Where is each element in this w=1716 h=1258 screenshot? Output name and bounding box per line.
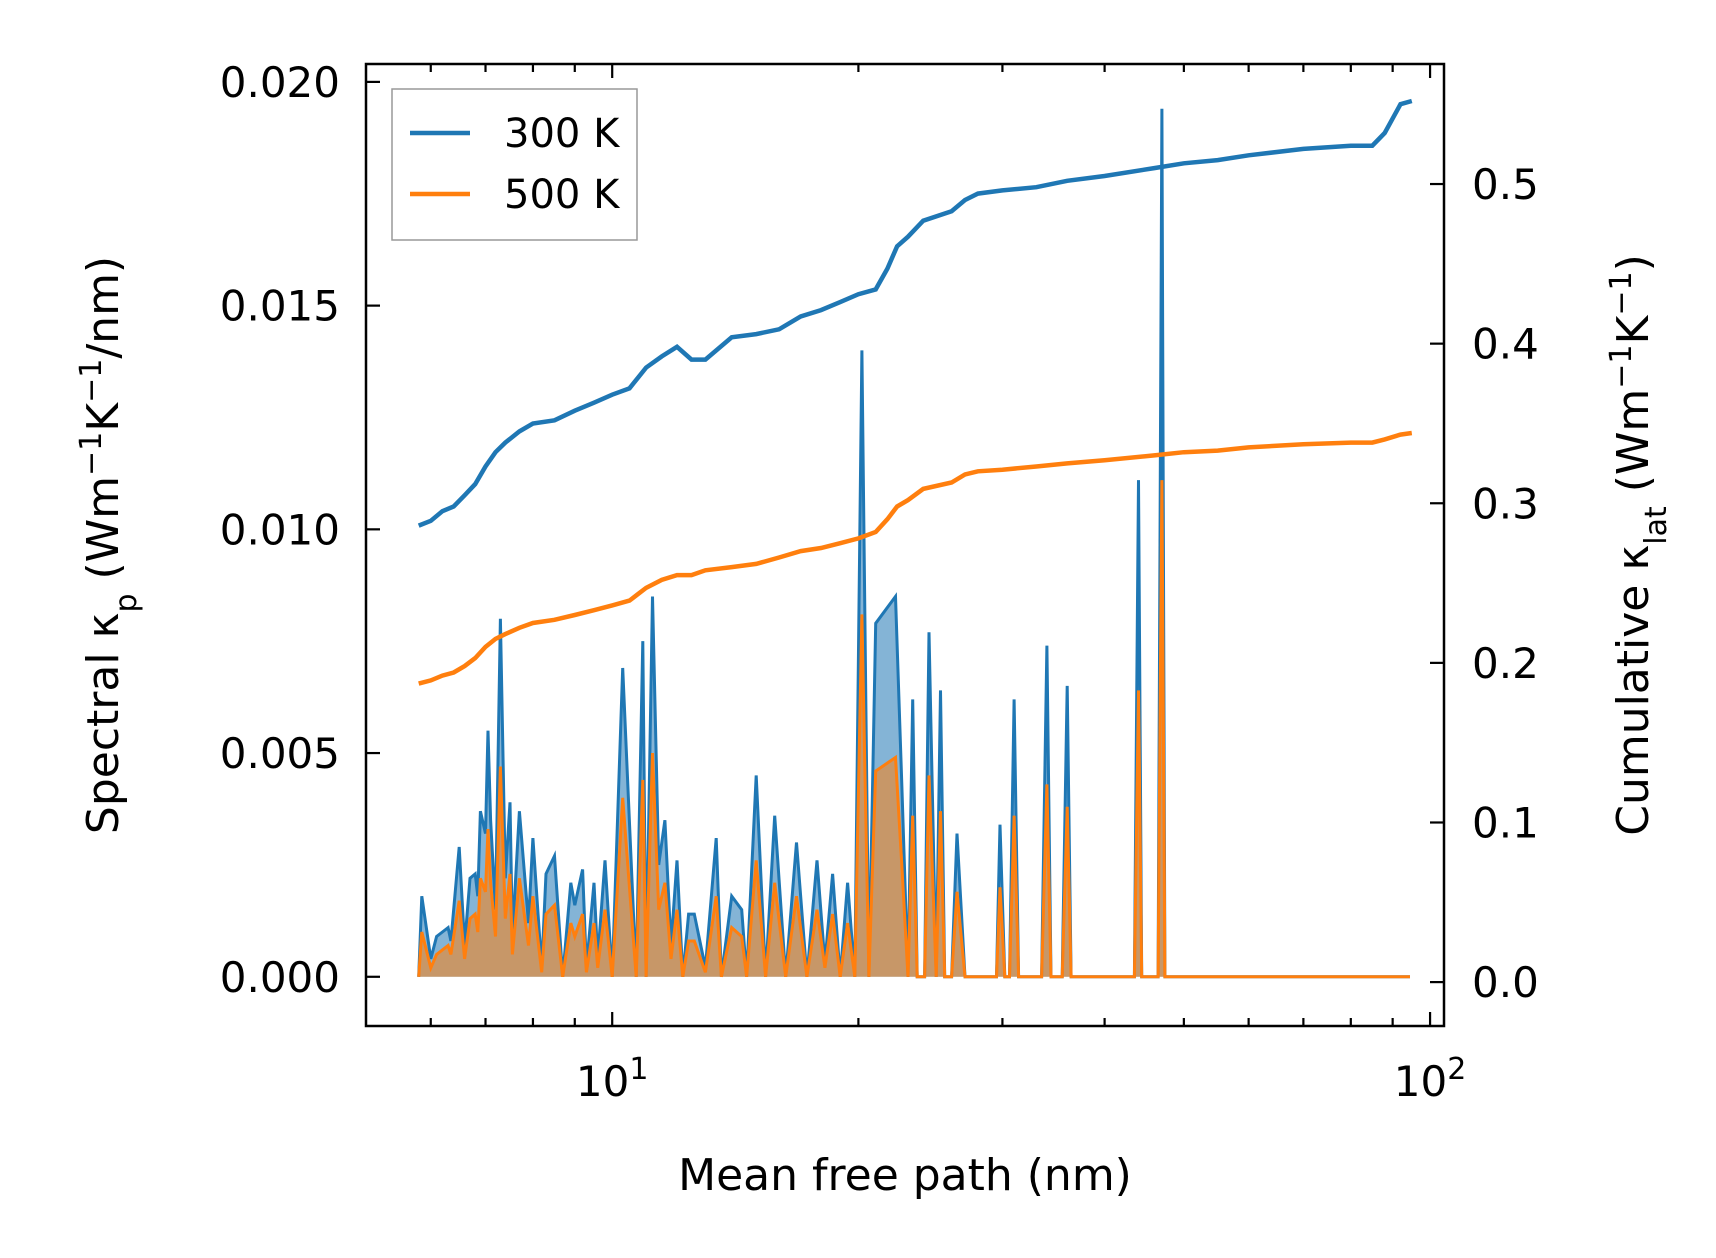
legend-box xyxy=(391,88,638,241)
y-left-tick-label: 0.015 xyxy=(220,282,340,331)
y-left-tick-label: 0.010 xyxy=(220,505,340,554)
x-axis-label: Mean free path (nm) xyxy=(678,1150,1132,1201)
x-tick-label: 101 xyxy=(576,1052,649,1107)
legend-500k-label: 500 K xyxy=(504,172,621,218)
tick-labels: 0.000 0.005 0.010 0.015 0.020 0.0 0.1 0.2 0.3 0.4… xyxy=(220,58,1539,1106)
y-axis-left-label: Spectral κp (Wm−1K−1/nm) xyxy=(74,256,144,834)
legend-300k-label: 300 K xyxy=(504,111,621,157)
cumulative-300k-line xyxy=(417,98,1413,528)
y-right-tick-label: 0.3 xyxy=(1472,479,1539,528)
y-left-tick-label: 0.000 xyxy=(220,953,340,1002)
cumulative-500k-line xyxy=(418,430,1413,686)
y-left-tick-label: 0.020 xyxy=(220,58,340,107)
plot-area xyxy=(417,98,1413,979)
x-tick-label: 102 xyxy=(1394,1052,1467,1107)
spectral-500k-line xyxy=(417,480,1410,979)
y-right-tick-label: 0.4 xyxy=(1472,320,1539,369)
y-right-tick-label: 0.5 xyxy=(1472,160,1539,209)
y-right-tick-label: 0.1 xyxy=(1472,798,1539,847)
axes-frame xyxy=(364,62,1446,1028)
y-right-tick-label: 0.0 xyxy=(1472,958,1539,1007)
y-axis-right-label: Cumulative κlat (Wm−1K−1) xyxy=(1604,254,1674,836)
axis-ticks xyxy=(366,64,1444,1026)
legend: 300 K 500 K xyxy=(391,88,638,241)
y-left-tick-label: 0.005 xyxy=(220,729,340,778)
y-right-tick-label: 0.2 xyxy=(1472,639,1539,688)
